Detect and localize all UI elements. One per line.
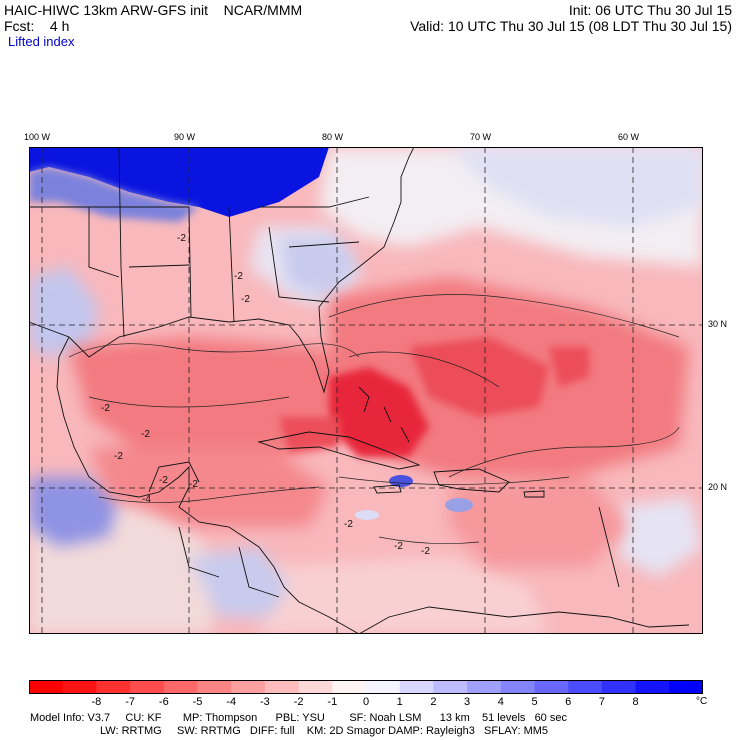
colorbar-swatch [197, 680, 232, 694]
valid-time: Valid: 10 UTC Thu 30 Jul 15 (08 LDT Thu … [410, 18, 732, 34]
colorbar-swatch [264, 680, 300, 694]
model-title: HAIC-HIWC 13km ARW-GFS init NCAR/MMM [4, 2, 302, 18]
colorbar-tick-label: 1 [396, 696, 403, 708]
colorbar [29, 680, 703, 694]
colorbar-tick-label: -3 [260, 696, 270, 708]
contour-label: -2 [394, 541, 403, 552]
colorbar-tick-label: 6 [565, 696, 572, 708]
forecast-hour: Fcst: 4 h [4, 18, 69, 34]
colorbar-swatch [62, 680, 97, 694]
colorbar-swatch [669, 680, 703, 694]
contour-label: -2 [421, 546, 430, 557]
colorbar-tick-label: -4 [226, 696, 237, 708]
contour-label: -2 [189, 479, 198, 490]
colorbar-tick-label: 8 [632, 696, 639, 708]
max-instability-core [329, 367, 429, 457]
contour-label: -2 [159, 475, 168, 486]
colorbar-tick-label: -2 [293, 696, 304, 708]
colorbar-swatch [96, 680, 131, 694]
init-time: Init: 06 UTC Thu 30 Jul 15 [568, 2, 732, 18]
contour-value-labels: -2 -2 -2 -2 -2 -2 -2 -4 -2 -2 -2 -2 [101, 233, 430, 557]
colorbar-tick-label: -8 [91, 696, 102, 708]
colorbar-swatch [130, 680, 165, 694]
model-name: HAIC-HIWC 13km ARW-GFS init [4, 2, 209, 18]
lat-label-20n: 20 N [708, 482, 728, 492]
lon-label-80w: 80 W [322, 132, 344, 142]
colorbar-tick-label: -5 [192, 696, 203, 708]
contour-label: -2 [114, 451, 123, 462]
lon-label-90w: 90 W [174, 132, 196, 142]
lon-label-100w: 100 W [24, 132, 51, 142]
colorbar-frame [29, 680, 703, 694]
colorbar-tick-label: 0 [362, 696, 370, 708]
colorbar-swatch [433, 680, 468, 694]
stable-pocket [389, 475, 413, 487]
colorbar-swatch [500, 680, 535, 694]
lat-lon-grid [29, 147, 703, 634]
fcst-label: Fcst: [4, 18, 35, 34]
colorbar-swatch [534, 680, 569, 694]
colorbar-swatch [467, 680, 502, 694]
colorbar-swatch [298, 680, 333, 694]
model-info-line: Model Info: V3.7 CU: KF MP: Thompson PBL… [30, 712, 567, 724]
physics-info-line: LW: RRTMG SW: RRTMG DIFF: full KM: 2D Sm… [100, 725, 549, 737]
colorbar-swatch [399, 680, 434, 694]
colorbar-tick-label: 5 [531, 696, 538, 708]
colorbar-tick-label: 7 [598, 696, 605, 708]
lon-label-60w: 60 W [618, 132, 640, 142]
colorbar-swatch [366, 680, 401, 694]
colorbar-tick-label: 4 [497, 696, 504, 708]
colorbar-tick-label: -6 [158, 696, 169, 708]
contour-label: -2 [141, 429, 150, 440]
field-name: Lifted index [8, 34, 75, 49]
colorbar-swatch [568, 680, 603, 694]
colorbar-unit: °C [696, 696, 708, 707]
colorbar-tick-label: -7 [125, 696, 135, 708]
colorbar-tick-label: 2 [430, 696, 437, 708]
contour-label: -2 [234, 271, 243, 282]
colorbar-swatch [601, 680, 637, 694]
strong-stable-region [29, 147, 329, 217]
fcst-value: 4 h [49, 18, 70, 34]
contour-label: -2 [344, 519, 353, 530]
contour-label: -4 [142, 494, 151, 505]
colorbar-tick-label: -1 [327, 696, 338, 708]
colorbar-swatch [163, 680, 198, 694]
colorbar-swatch [332, 680, 367, 694]
lat-label-30n: 30 N [708, 319, 728, 329]
org-name: NCAR/MMM [223, 2, 303, 18]
contour-label: -2 [177, 233, 186, 244]
lon-label-70w: 70 W [470, 132, 492, 142]
contour-label: -2 [101, 403, 110, 414]
colorbar-swatch [635, 680, 670, 694]
lifted-index-map: -2 -2 -2 -2 -2 -2 -2 -4 -2 -2 -2 -2 [29, 147, 703, 634]
colorbar-swatch [29, 680, 64, 694]
colorbar-tick-label: 3 [464, 696, 471, 708]
contour-label: -2 [241, 294, 250, 305]
colorbar-swatch [231, 680, 266, 694]
map-frame [29, 147, 703, 634]
contour-lines [68, 294, 680, 545]
